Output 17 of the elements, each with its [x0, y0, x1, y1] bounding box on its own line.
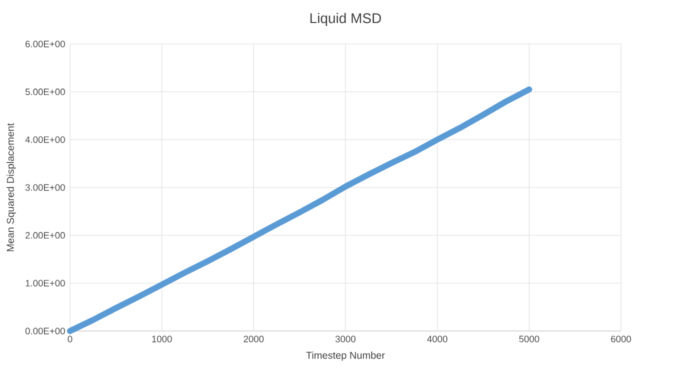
y-tick-label: 1.00E+00	[26, 280, 65, 286]
y-axis-title: Mean Squared Displacement	[6, 123, 16, 252]
y-tick-label: 5.00E+00	[25, 88, 65, 96]
x-tick-label: 3000	[335, 336, 356, 342]
x-tick-label: 0	[68, 336, 72, 342]
x-tick-label: 4000	[427, 336, 448, 342]
chart-title: Liquid MSD	[310, 12, 381, 26]
x-axis-title: Timestep Number	[306, 351, 385, 361]
y-tick-label: 3.00E+00	[25, 184, 65, 191]
x-tick-label: 6000	[611, 336, 632, 342]
y-tick-label: 2.00E+00	[26, 232, 65, 239]
y-tick-label: 0.00E+00	[25, 328, 65, 334]
x-tick-label: 2000	[244, 336, 264, 342]
y-tick-label: 4.00E+00	[25, 136, 65, 143]
y-tick-label: 6.00E+00	[26, 40, 65, 48]
x-tick-label: 5000	[519, 336, 540, 342]
x-tick-label: 1000	[152, 336, 172, 342]
